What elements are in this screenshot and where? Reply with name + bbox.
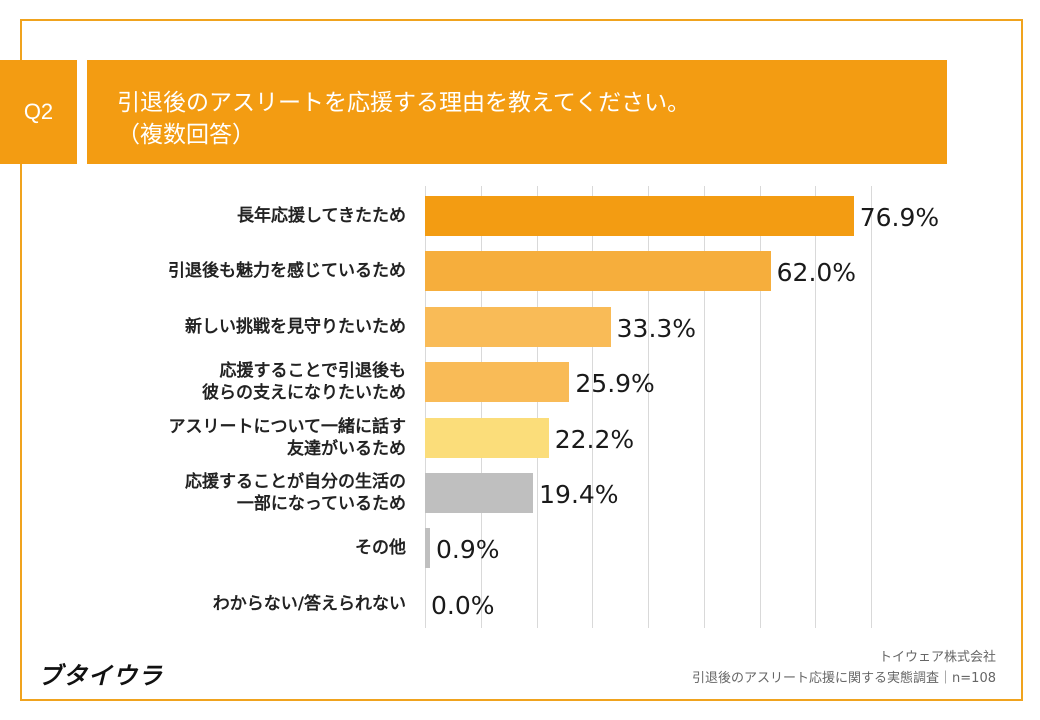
gridline <box>760 186 761 628</box>
bar <box>425 251 771 292</box>
value-label: 33.3% <box>616 313 697 343</box>
gridline <box>648 186 649 628</box>
category-label: 応援することが自分の生活の 一部になっているため <box>185 472 406 514</box>
category-label: アスリートについて一緒に話す 友達がいるため <box>168 416 407 459</box>
bar <box>425 196 854 236</box>
value-label: 22.2% <box>554 424 635 454</box>
bar <box>425 417 549 458</box>
bar <box>425 528 431 569</box>
gridline <box>537 186 538 628</box>
question-title-box: 引退後のアスリートを応援する理由を教えてください。 （複数回答） <box>87 60 947 164</box>
category-label: 応援することで引退後も 彼らの支えになりたいため <box>202 361 406 404</box>
value-label: 19.4% <box>539 480 619 509</box>
value-label: 76.9% <box>859 203 940 232</box>
gridline <box>871 186 872 628</box>
bar <box>425 362 570 403</box>
value-label: 62.0% <box>776 258 857 288</box>
question-title: 引退後のアスリートを応援する理由を教えてください。 <box>117 90 691 116</box>
value-label: 25.9% <box>575 369 655 399</box>
gridline <box>425 186 426 628</box>
bar <box>425 473 534 513</box>
question-number: Q2 <box>23 99 54 124</box>
gridline <box>815 186 816 628</box>
category-label: その他 <box>355 538 406 559</box>
gridline <box>481 186 482 628</box>
value-label: 0.0% <box>431 590 495 620</box>
question-number-badge: Q2 <box>0 60 77 164</box>
question-subtitle: （複数回答） <box>117 122 255 148</box>
category-label: わからない/答えられない <box>212 593 406 614</box>
chart-frame <box>20 19 1023 701</box>
company-name: トイウェア株式会社 <box>878 650 996 665</box>
bar <box>425 306 611 347</box>
category-label: 長年応援してきたため <box>237 206 406 226</box>
value-label: 0.9% <box>436 535 500 565</box>
gridline <box>704 186 705 628</box>
gridline <box>592 186 593 628</box>
survey-note: 引退後のアスリート応援に関する実態調査｜n=108 <box>692 671 996 686</box>
category-label: 引退後も魅力を感じているため <box>168 261 406 282</box>
brand-logo: ブタイウラ <box>38 662 163 690</box>
category-label: 新しい挑戦を見守りたいため <box>185 316 406 337</box>
